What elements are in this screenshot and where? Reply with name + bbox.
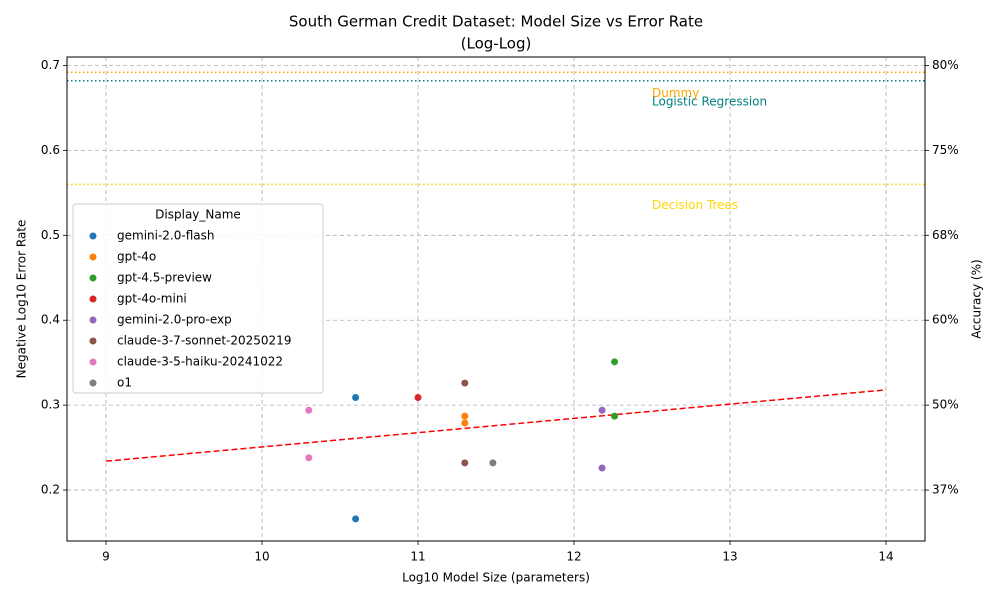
legend-label: gpt-4o-mini: [117, 292, 187, 306]
point: [352, 393, 360, 401]
legend-marker: [89, 253, 97, 261]
legend-marker: [89, 232, 97, 240]
y2-axis-label: Accuracy (%): [970, 259, 984, 338]
legend-label: gpt-4o: [117, 250, 156, 264]
legend-label: o1: [117, 376, 132, 390]
legend-box: [72, 203, 324, 394]
x-tick-label: 12: [566, 550, 581, 564]
y2-tick-label: 50%: [932, 398, 959, 412]
point: [611, 412, 619, 420]
chart-subtitle: (Log-Log): [461, 35, 532, 53]
point: [352, 515, 360, 523]
x-tick-label: 9: [102, 550, 110, 564]
y2-tick-label: 37%: [932, 483, 959, 497]
legend-marker: [89, 295, 97, 303]
legend-marker: [89, 274, 97, 282]
point: [461, 412, 469, 420]
point: [461, 459, 469, 467]
legend-title: Display_Name: [155, 208, 241, 222]
x-tick-label: 11: [410, 550, 425, 564]
point: [461, 379, 469, 387]
y-tick-label: 0.3: [41, 398, 60, 412]
point: [611, 358, 619, 366]
point: [414, 393, 422, 401]
y2-tick-label: 80%: [932, 58, 959, 72]
x-tick-label: 13: [722, 550, 737, 564]
legend-marker: [89, 316, 97, 324]
baseline-label: Logistic Regression: [652, 94, 767, 108]
legend-marker: [89, 379, 97, 387]
point: [461, 419, 469, 427]
y-tick-label: 0.4: [41, 313, 60, 327]
x-tick-label: 14: [878, 550, 893, 564]
chart-title: South German Credit Dataset: Model Size …: [289, 13, 703, 31]
x-tick-label: 10: [254, 550, 269, 564]
y-tick-label: 0.7: [41, 58, 60, 72]
point: [305, 454, 313, 462]
y2-tick-label: 68%: [932, 228, 959, 242]
x-axis-label: Log10 Model Size (parameters): [402, 571, 590, 585]
legend-label: gemini-2.0-flash: [117, 229, 214, 243]
point: [305, 406, 313, 414]
baseline-label: Dummy: [652, 86, 699, 100]
y2-tick-label: 60%: [932, 313, 959, 327]
point: [598, 406, 606, 414]
y-tick-label: 0.6: [41, 143, 60, 157]
legend-label: claude-3-7-sonnet-20250219: [117, 334, 291, 348]
y2-tick-label: 75%: [932, 143, 959, 157]
trend-line: [105, 389, 887, 462]
legend-label: gemini-2.0-pro-exp: [117, 313, 232, 327]
legend-marker: [89, 337, 97, 345]
y-tick-label: 0.5: [41, 228, 60, 242]
y-axis-label: Negative Log10 Error Rate: [15, 220, 29, 379]
y-tick-label: 0.2: [41, 483, 60, 497]
legend-marker: [89, 358, 97, 366]
legend-label: gpt-4.5-preview: [117, 271, 212, 285]
point: [598, 464, 606, 472]
legend: Display_Name gemini-2.0-flash gpt-4o gpt-4.…: [72, 203, 324, 394]
baseline-label: Decision Trees: [652, 198, 738, 212]
legend-label: claude-3-5-haiku-20241022: [117, 355, 283, 369]
plot-frame: [66, 56, 926, 542]
point: [489, 459, 497, 467]
